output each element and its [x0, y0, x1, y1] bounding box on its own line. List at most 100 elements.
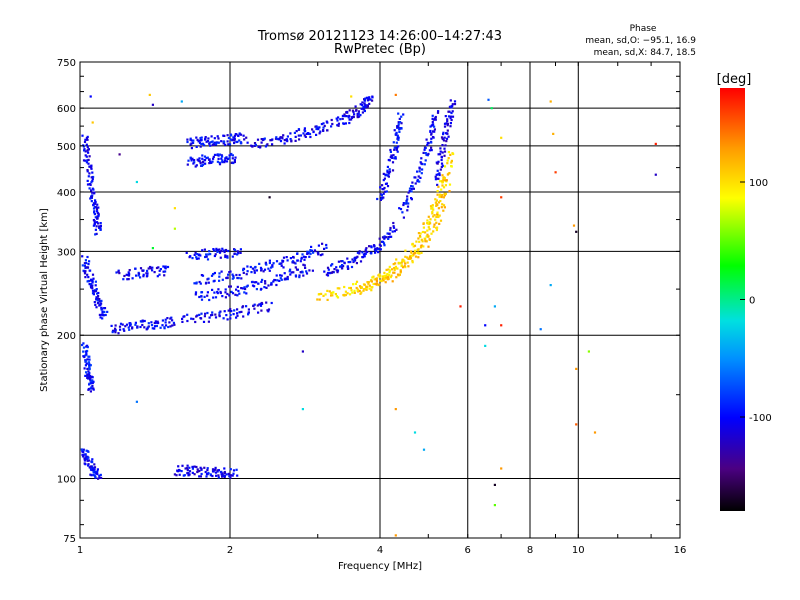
echo-point	[345, 115, 348, 118]
echo-point	[430, 141, 433, 144]
echo-point	[425, 240, 428, 243]
echo-point	[81, 255, 84, 258]
echo-point	[221, 472, 224, 475]
echo-point	[169, 325, 172, 328]
echo-point	[343, 285, 346, 289]
echo-point	[264, 282, 267, 285]
echo-point	[316, 298, 319, 301]
echo-point	[231, 273, 234, 276]
echo-point	[402, 202, 405, 205]
echo-point	[303, 264, 306, 267]
echo-point	[386, 165, 389, 168]
echo-point	[435, 215, 438, 218]
echo-point	[222, 474, 225, 478]
echo-point	[407, 191, 410, 194]
echo-point	[429, 222, 432, 225]
echo-point	[197, 140, 200, 143]
echo-point	[279, 274, 282, 277]
echo-point	[203, 155, 207, 158]
echo-point	[302, 263, 305, 266]
echo-point	[388, 170, 392, 173]
echo-point	[308, 132, 312, 136]
echo-point	[280, 264, 283, 267]
scatter-point	[268, 196, 271, 199]
echo-point	[323, 270, 326, 273]
echo-point	[439, 147, 442, 150]
echo-point	[352, 283, 355, 286]
echo-point	[289, 132, 292, 135]
echo-point	[211, 474, 214, 478]
echo-point	[441, 174, 444, 177]
echo-point	[88, 187, 91, 190]
echo-point	[395, 276, 398, 279]
echo-point	[86, 266, 90, 269]
echo-point	[114, 331, 117, 334]
echo-point	[442, 176, 446, 179]
echo-point	[446, 173, 449, 176]
echo-point	[392, 263, 395, 266]
echo-point	[368, 96, 371, 99]
echo-point	[251, 267, 254, 270]
echo-point	[237, 134, 240, 137]
echo-point	[281, 136, 284, 139]
echo-point	[98, 476, 101, 479]
echo-point	[410, 185, 413, 188]
echo-point	[192, 141, 195, 144]
echo-point	[201, 157, 204, 160]
echo-point	[97, 477, 100, 480]
echo-point	[364, 250, 367, 253]
scatter-point	[500, 324, 503, 327]
echo-point	[318, 132, 321, 135]
echo-point	[245, 305, 248, 308]
echo-point	[88, 466, 91, 469]
scatter-point	[91, 121, 94, 124]
echo-point	[438, 214, 441, 217]
echo-point	[153, 325, 157, 328]
echo-point	[383, 244, 386, 247]
scatter-point	[151, 247, 154, 250]
y-tick-label: 100	[57, 475, 76, 486]
echo-point	[439, 168, 442, 171]
echo-point	[302, 132, 305, 135]
echo-point	[308, 250, 311, 253]
echo-point	[90, 283, 93, 286]
echo-point	[325, 246, 328, 249]
echo-point	[394, 265, 397, 268]
echo-point	[242, 267, 246, 270]
echo-point	[400, 264, 403, 267]
echo-point	[92, 207, 96, 210]
echo-point	[415, 240, 418, 243]
echo-point	[91, 287, 94, 290]
echo-point	[407, 202, 410, 205]
echo-point	[200, 139, 203, 142]
echo-point	[221, 247, 224, 250]
echo-point	[267, 308, 271, 311]
echo-point	[274, 137, 278, 140]
echo-point	[253, 303, 256, 306]
echo-point	[99, 473, 102, 476]
echo-point	[249, 265, 252, 269]
scatter-point	[459, 305, 462, 308]
echo-point	[82, 350, 85, 353]
echo-point	[384, 190, 387, 193]
echo-point	[341, 114, 344, 117]
echo-point	[214, 253, 217, 256]
scatter-point	[148, 93, 151, 96]
echo-point	[210, 274, 214, 277]
echo-point	[209, 473, 212, 476]
echo-point	[387, 237, 390, 240]
echo-point	[260, 287, 263, 290]
echo-point	[317, 128, 320, 131]
echo-point	[199, 317, 202, 320]
echo-point	[255, 269, 258, 272]
echo-point	[427, 142, 430, 145]
echo-point	[297, 134, 300, 137]
echo-point	[384, 174, 387, 177]
echo-point	[253, 142, 257, 145]
echo-point	[236, 250, 239, 253]
echo-point	[247, 311, 250, 314]
echo-point	[401, 266, 405, 269]
echo-point	[451, 104, 454, 108]
echo-point	[432, 225, 435, 228]
echo-point	[395, 258, 398, 261]
